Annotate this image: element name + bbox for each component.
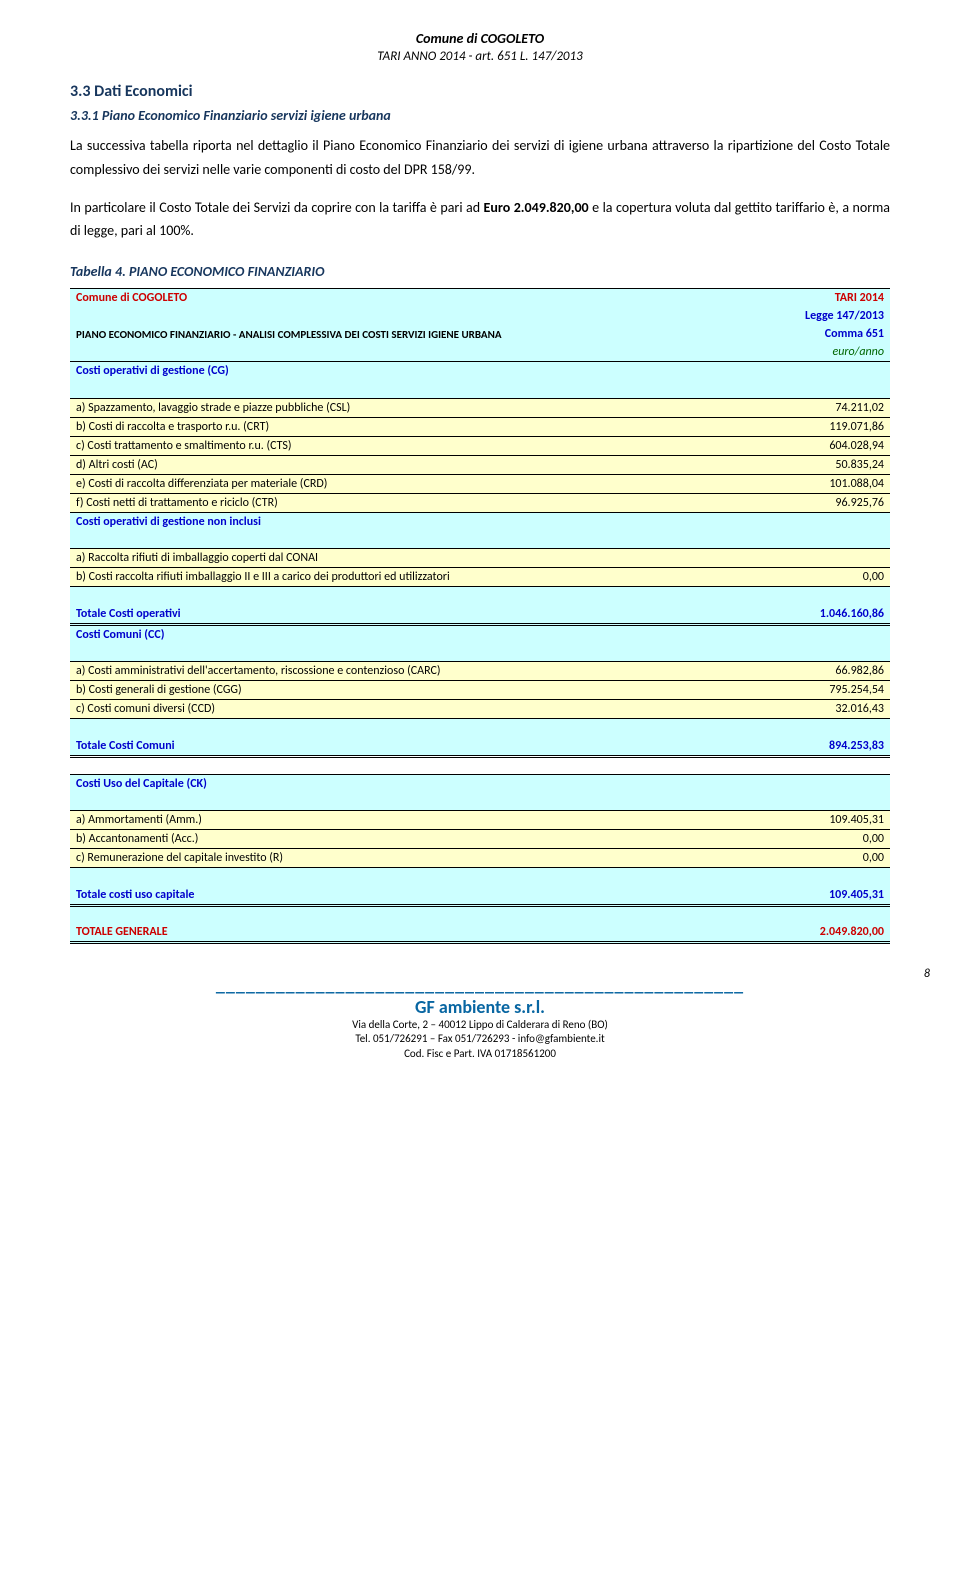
val-csl: 74.211,02 <box>749 398 890 417</box>
val-amm: 109.405,31 <box>749 811 890 830</box>
tot-gen: TOTALE GENERALE <box>70 923 749 943</box>
tot-gen-val: 2.049.820,00 <box>749 923 890 943</box>
paragraph-2: In particolare il Costo Totale dei Servi… <box>70 196 890 244</box>
tot-op-val: 1.046.160,86 <box>749 605 890 625</box>
row-crd: e) Costi di raccolta differenziata per m… <box>70 474 749 493</box>
tot-cc: Totale Costi Comuni <box>70 737 749 757</box>
tot-ck-val: 109.405,31 <box>749 886 890 906</box>
tbl-comma: Comma 651 <box>749 325 890 343</box>
val-cgg: 795.254,54 <box>749 681 890 700</box>
val-crd: 101.088,04 <box>749 474 890 493</box>
tbl-cg: Costi operativi di gestione (CG) <box>70 362 749 381</box>
row-ac: d) Altri costi (AC) <box>70 455 749 474</box>
val-crt: 119.071,86 <box>749 417 890 436</box>
para2-bold: Euro 2.049.820,00 <box>484 199 589 216</box>
footer: ________________________________________… <box>70 974 890 1061</box>
row-carc: a) Costi amministrativi dell'accertament… <box>70 662 749 681</box>
footer-divider: ________________________________________… <box>70 974 890 996</box>
footer-tel: Tel. 051/726291 – Fax 051/726293 - info@… <box>70 1032 890 1046</box>
paragraph-1: La successiva tabella riporta nel dettag… <box>70 134 890 182</box>
footer-iva: Cod. Fisc e Part. IVA 01718561200 <box>70 1047 890 1061</box>
tbl-piano: PIANO ECONOMICO FINANZIARIO - ANALISI CO… <box>70 325 749 343</box>
row-cgg: b) Costi generali di gestione (CGG) <box>70 681 749 700</box>
row-ccd: c) Costi comuni diversi (CCD) <box>70 700 749 719</box>
pef-table: Comune di COGOLETO TARI 2014 Legge 147/2… <box>70 288 890 944</box>
page-number: 8 <box>924 967 930 981</box>
tot-op: Totale Costi operativi <box>70 605 749 625</box>
val-carc: 66.982,86 <box>749 662 890 681</box>
row-crt: b) Costi di raccolta e trasporto r.u. (C… <box>70 417 749 436</box>
para2-a: In particolare il Costo Totale dei Servi… <box>70 199 484 216</box>
val-ctr: 96.925,76 <box>749 493 890 512</box>
row-ctr: f) Costi netti di trattamento e riciclo … <box>70 493 749 512</box>
tbl-cgnon: Costi operativi di gestione non inclusi <box>70 512 749 531</box>
val-cts: 604.028,94 <box>749 436 890 455</box>
row-imb: b) Costi raccolta rifiuti imballaggio II… <box>70 568 749 587</box>
table-caption: Tabella 4. PIANO ECONOMICO FINANZIARIO <box>70 263 890 280</box>
footer-company: GF ambiente s.r.l. <box>70 996 890 1018</box>
footer-address: Via della Corte, 2 – 40012 Lippo di Cald… <box>70 1018 890 1032</box>
row-conai: a) Raccolta rifiuti di imballaggio coper… <box>70 549 749 568</box>
val-acc: 0,00 <box>749 830 890 849</box>
section-heading: 3.3 Dati Economici <box>70 82 890 101</box>
section-subheading: 3.3.1 Piano Economico Finanziario serviz… <box>70 107 890 124</box>
row-csl: a) Spazzamento, lavaggio strade e piazze… <box>70 398 749 417</box>
tbl-euroanno: euro/anno <box>749 343 890 362</box>
row-cts: c) Costi trattamento e smaltimento r.u. … <box>70 436 749 455</box>
doc-header-title: Comune di COGOLETO <box>70 30 890 47</box>
val-r: 0,00 <box>749 849 890 868</box>
val-imb: 0,00 <box>749 568 890 587</box>
row-acc: b) Accantonamenti (Acc.) <box>70 830 749 849</box>
tbl-legge: Legge 147/2013 <box>749 307 890 325</box>
doc-header-subtitle: TARI ANNO 2014 - art. 651 L. 147/2013 <box>70 49 890 64</box>
tbl-comune: Comune di COGOLETO <box>70 289 749 308</box>
tbl-tari: TARI 2014 <box>749 289 890 308</box>
tbl-cc: Costi Comuni (CC) <box>70 624 749 644</box>
row-r: c) Remunerazione del capitale investito … <box>70 849 749 868</box>
val-ac: 50.835,24 <box>749 455 890 474</box>
row-amm: a) Ammortamenti (Amm.) <box>70 811 749 830</box>
tot-cc-val: 894.253,83 <box>749 737 890 757</box>
tot-ck: Totale costi uso capitale <box>70 886 749 906</box>
val-ccd: 32.016,43 <box>749 700 890 719</box>
tbl-ck: Costi Uso del Capitale (CK) <box>70 774 749 793</box>
